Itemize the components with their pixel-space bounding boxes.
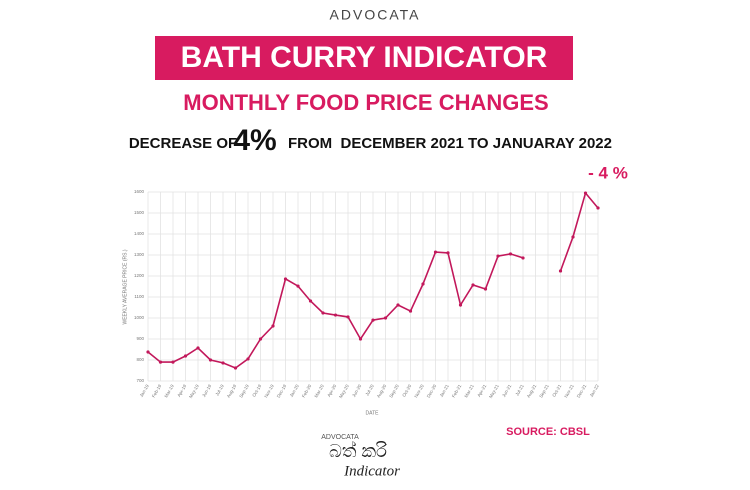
x-tick-label: Apr-19 [176,383,187,398]
y-tick-label: 900 [136,336,144,341]
source: SOURCE: CBSL [506,426,590,438]
y-tick-label: 1200 [134,273,145,278]
summary-highlight: 4% [233,124,276,157]
x-tick-label: Aug-21 [526,383,538,398]
point [396,303,400,307]
subtitle: MONTHLY FOOD PRICE CHANGES [183,90,548,115]
point [183,354,188,358]
point [308,299,313,303]
point [233,366,238,370]
x-tick-label: May-20 [338,383,350,399]
summary-prefix: DECREASE OF [129,135,237,152]
point [358,337,363,341]
logo-brand: ADVOCATA [321,434,359,441]
x-tick-label: Oct-21 [551,383,562,398]
x-tick-label: Oct-20 [401,383,412,398]
x-tick-label: Feb-21 [451,383,463,398]
x-tick-label: Dec-19 [276,383,288,398]
point [333,313,338,317]
y-tick-label: 1500 [134,210,145,215]
x-tick-label: Feb-19 [151,383,163,398]
point [483,287,488,291]
point [596,206,600,210]
point [221,361,225,365]
x-tick-label: Jun-21 [501,383,512,398]
point [583,191,588,195]
x-tick-label: Nov-19 [263,383,275,398]
y-tick-label: 1000 [134,315,145,320]
point [471,283,475,287]
brand: ADVOCATA [330,7,421,23]
x-tick-label: Mar-19 [163,383,175,398]
point [508,252,513,256]
y-axis-label: WEEKLY AVERAGE PRICE (RS.) [122,249,128,324]
point [321,311,325,315]
y-tick-label: 1400 [134,231,145,236]
point [521,256,525,260]
x-tick-label: Aug-19 [226,383,238,398]
x-tick-label: Feb-20 [301,383,313,398]
point [283,277,288,281]
logo-script: බත් කරි [329,441,387,461]
point [458,303,463,307]
x-tick-label: Jul-19 [214,383,225,397]
x-tick-label: May-19 [188,383,200,399]
point [271,324,275,328]
y-tick-label: 700 [136,378,144,383]
point [346,315,350,319]
point [258,337,263,341]
point [246,357,250,361]
x-tick-label: Mar-20 [313,383,325,398]
point [158,360,163,364]
point [446,251,450,255]
point [171,360,175,364]
x-tick-label: Jul-21 [514,383,525,397]
y-tick-label: 1300 [134,252,145,257]
x-tick-label: Aug-20 [376,383,388,398]
x-tick-label: Sep-21 [538,383,550,398]
point [571,235,575,239]
x-tick-label: Jun-20 [351,383,362,398]
x-tick-label: Mar-21 [463,383,475,398]
y-tick-label: 1100 [134,294,144,299]
annotation: - 4 % [588,163,628,182]
point [296,284,300,288]
x-tick-label: May-21 [488,383,500,399]
x-tick-label: Jan-22 [589,383,600,398]
x-tick-label: Dec-20 [426,383,438,398]
logo-word: Indicator [343,463,400,479]
x-tick-label: Nov-20 [413,383,425,398]
point [383,316,388,320]
point [371,318,375,322]
point [558,269,563,273]
x-tick-label: Jan-19 [139,383,150,398]
x-tick-label: Oct-19 [251,383,262,398]
point [496,254,500,258]
point [146,350,150,354]
title-box [155,36,573,80]
y-tick-label: 800 [136,357,144,362]
title: BATH CURRY INDICATOR [181,41,548,74]
summary-suffix: FROM DECEMBER 2021 TO JANUARAY 2022 [288,135,612,152]
point [433,250,438,254]
x-tick-label: Nov-21 [563,383,575,398]
point [196,346,200,350]
point [408,309,413,313]
x-axis-label: DATE [366,410,380,416]
x-tick-label: Jan-20 [289,383,300,398]
x-tick-label: Jun-19 [201,383,212,398]
y-tick-label: 1600 [134,189,145,194]
x-tick-label: Sep-20 [388,383,400,398]
x-tick-label: Dec-21 [576,383,588,398]
x-tick-label: Apr-20 [326,383,337,398]
point [208,358,213,362]
point [421,282,425,286]
x-tick-label: Sep-19 [238,383,250,398]
x-tick-label: Jan-21 [439,383,450,398]
x-tick-label: Apr-21 [476,383,487,398]
x-tick-label: Jul-20 [364,383,375,397]
